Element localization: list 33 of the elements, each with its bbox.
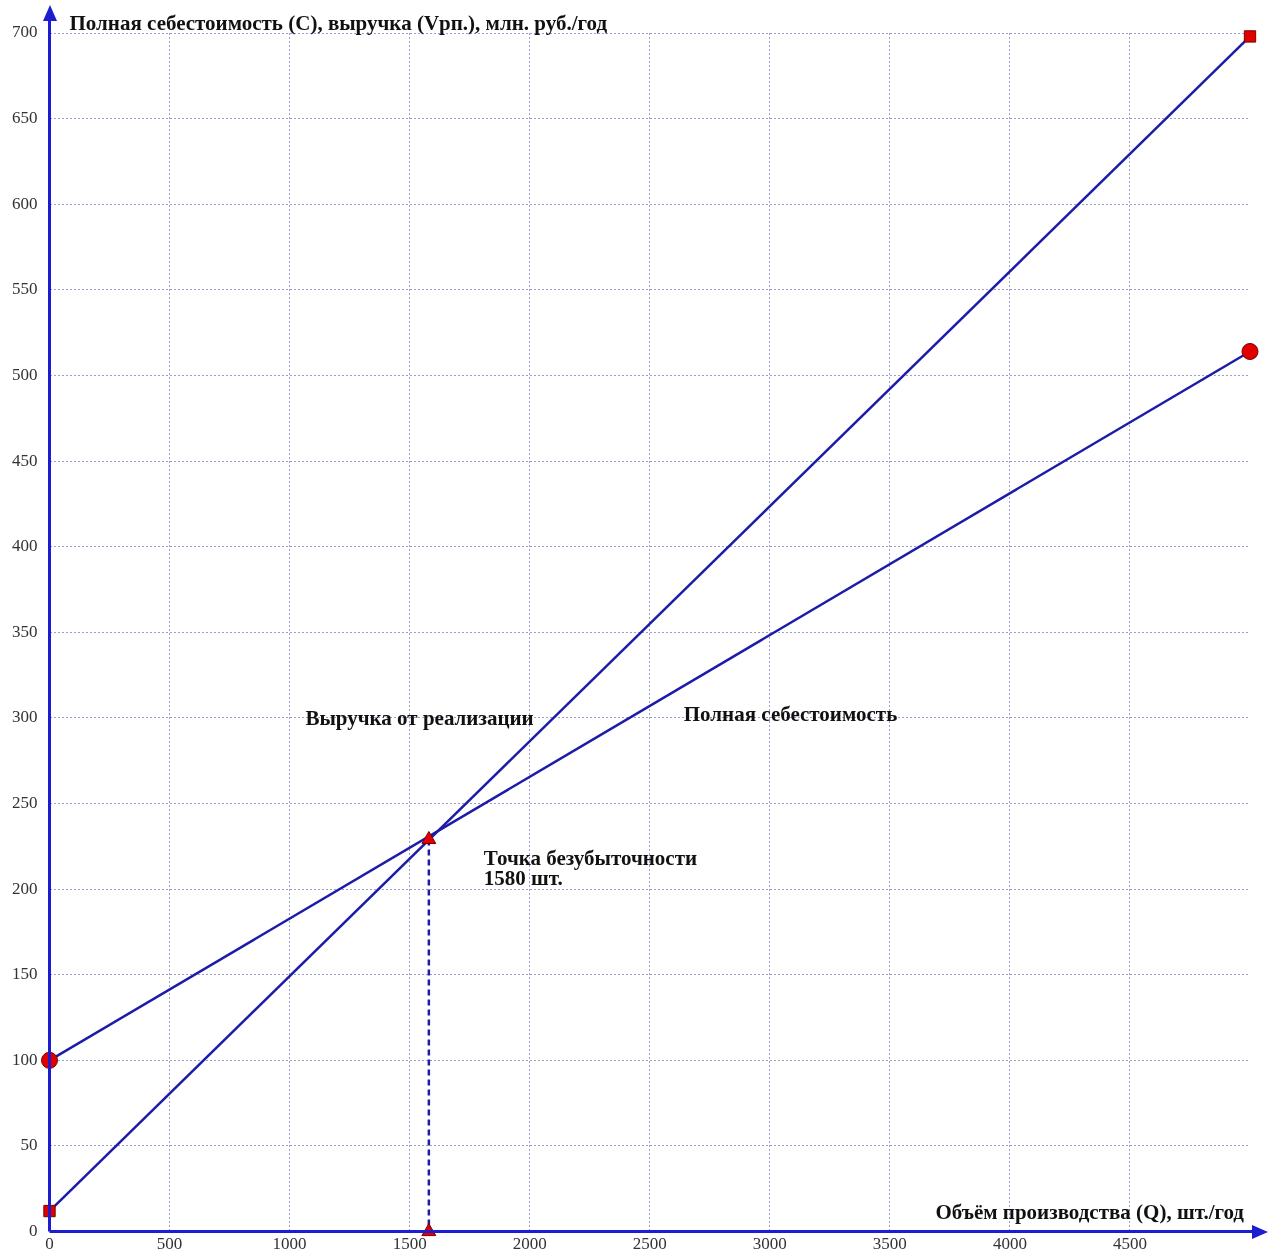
series-label: Полная себестоимость bbox=[683, 702, 898, 727]
x-tick-label: 3500 bbox=[872, 1234, 907, 1254]
x-tick-label: 2500 bbox=[632, 1234, 667, 1254]
y-tick-label: 200 bbox=[12, 878, 38, 898]
x-tick-label: 4000 bbox=[992, 1234, 1027, 1254]
x-tick-label: 0 bbox=[45, 1234, 54, 1254]
y-axis-title: Полная себестоимость (С), выручка (Vрп.), млн. руб./год bbox=[69, 11, 608, 36]
y-tick-label: 50 bbox=[20, 1135, 38, 1155]
point bbox=[421, 830, 437, 844]
y-tick-label: 100 bbox=[12, 1049, 38, 1069]
x-tick-label: 3000 bbox=[752, 1234, 787, 1254]
y-tick-label: 550 bbox=[12, 279, 38, 299]
series-label: Выручка от реализации bbox=[305, 706, 534, 731]
point bbox=[1241, 342, 1259, 360]
annotation: Точка безубыточности 1580 шт. bbox=[483, 845, 698, 890]
x-tick-label: 2000 bbox=[512, 1234, 547, 1254]
y-tick-label: 350 bbox=[12, 621, 38, 641]
y-tick-label: 600 bbox=[12, 193, 38, 213]
y-tick-label: 650 bbox=[12, 108, 38, 128]
y-tick-label: 700 bbox=[12, 22, 38, 42]
point bbox=[1243, 30, 1257, 43]
y-tick-label: 150 bbox=[12, 964, 38, 984]
x-tick-label: 500 bbox=[156, 1234, 183, 1254]
y-tick-label: 300 bbox=[12, 707, 38, 727]
y-tick-label: 450 bbox=[12, 450, 38, 470]
x-axis-title: Объём производства (Q), шт./год bbox=[935, 1199, 1245, 1224]
x-tick-label: 4500 bbox=[1112, 1234, 1147, 1254]
y-tick-label: 500 bbox=[12, 364, 38, 384]
x-tick-label: 1500 bbox=[392, 1234, 427, 1254]
y-tick-label: 0 bbox=[29, 1221, 38, 1241]
y-tick-label: 250 bbox=[12, 793, 38, 812]
x-tick-label: 1000 bbox=[272, 1234, 307, 1254]
y-tick-label: 400 bbox=[12, 536, 38, 556]
